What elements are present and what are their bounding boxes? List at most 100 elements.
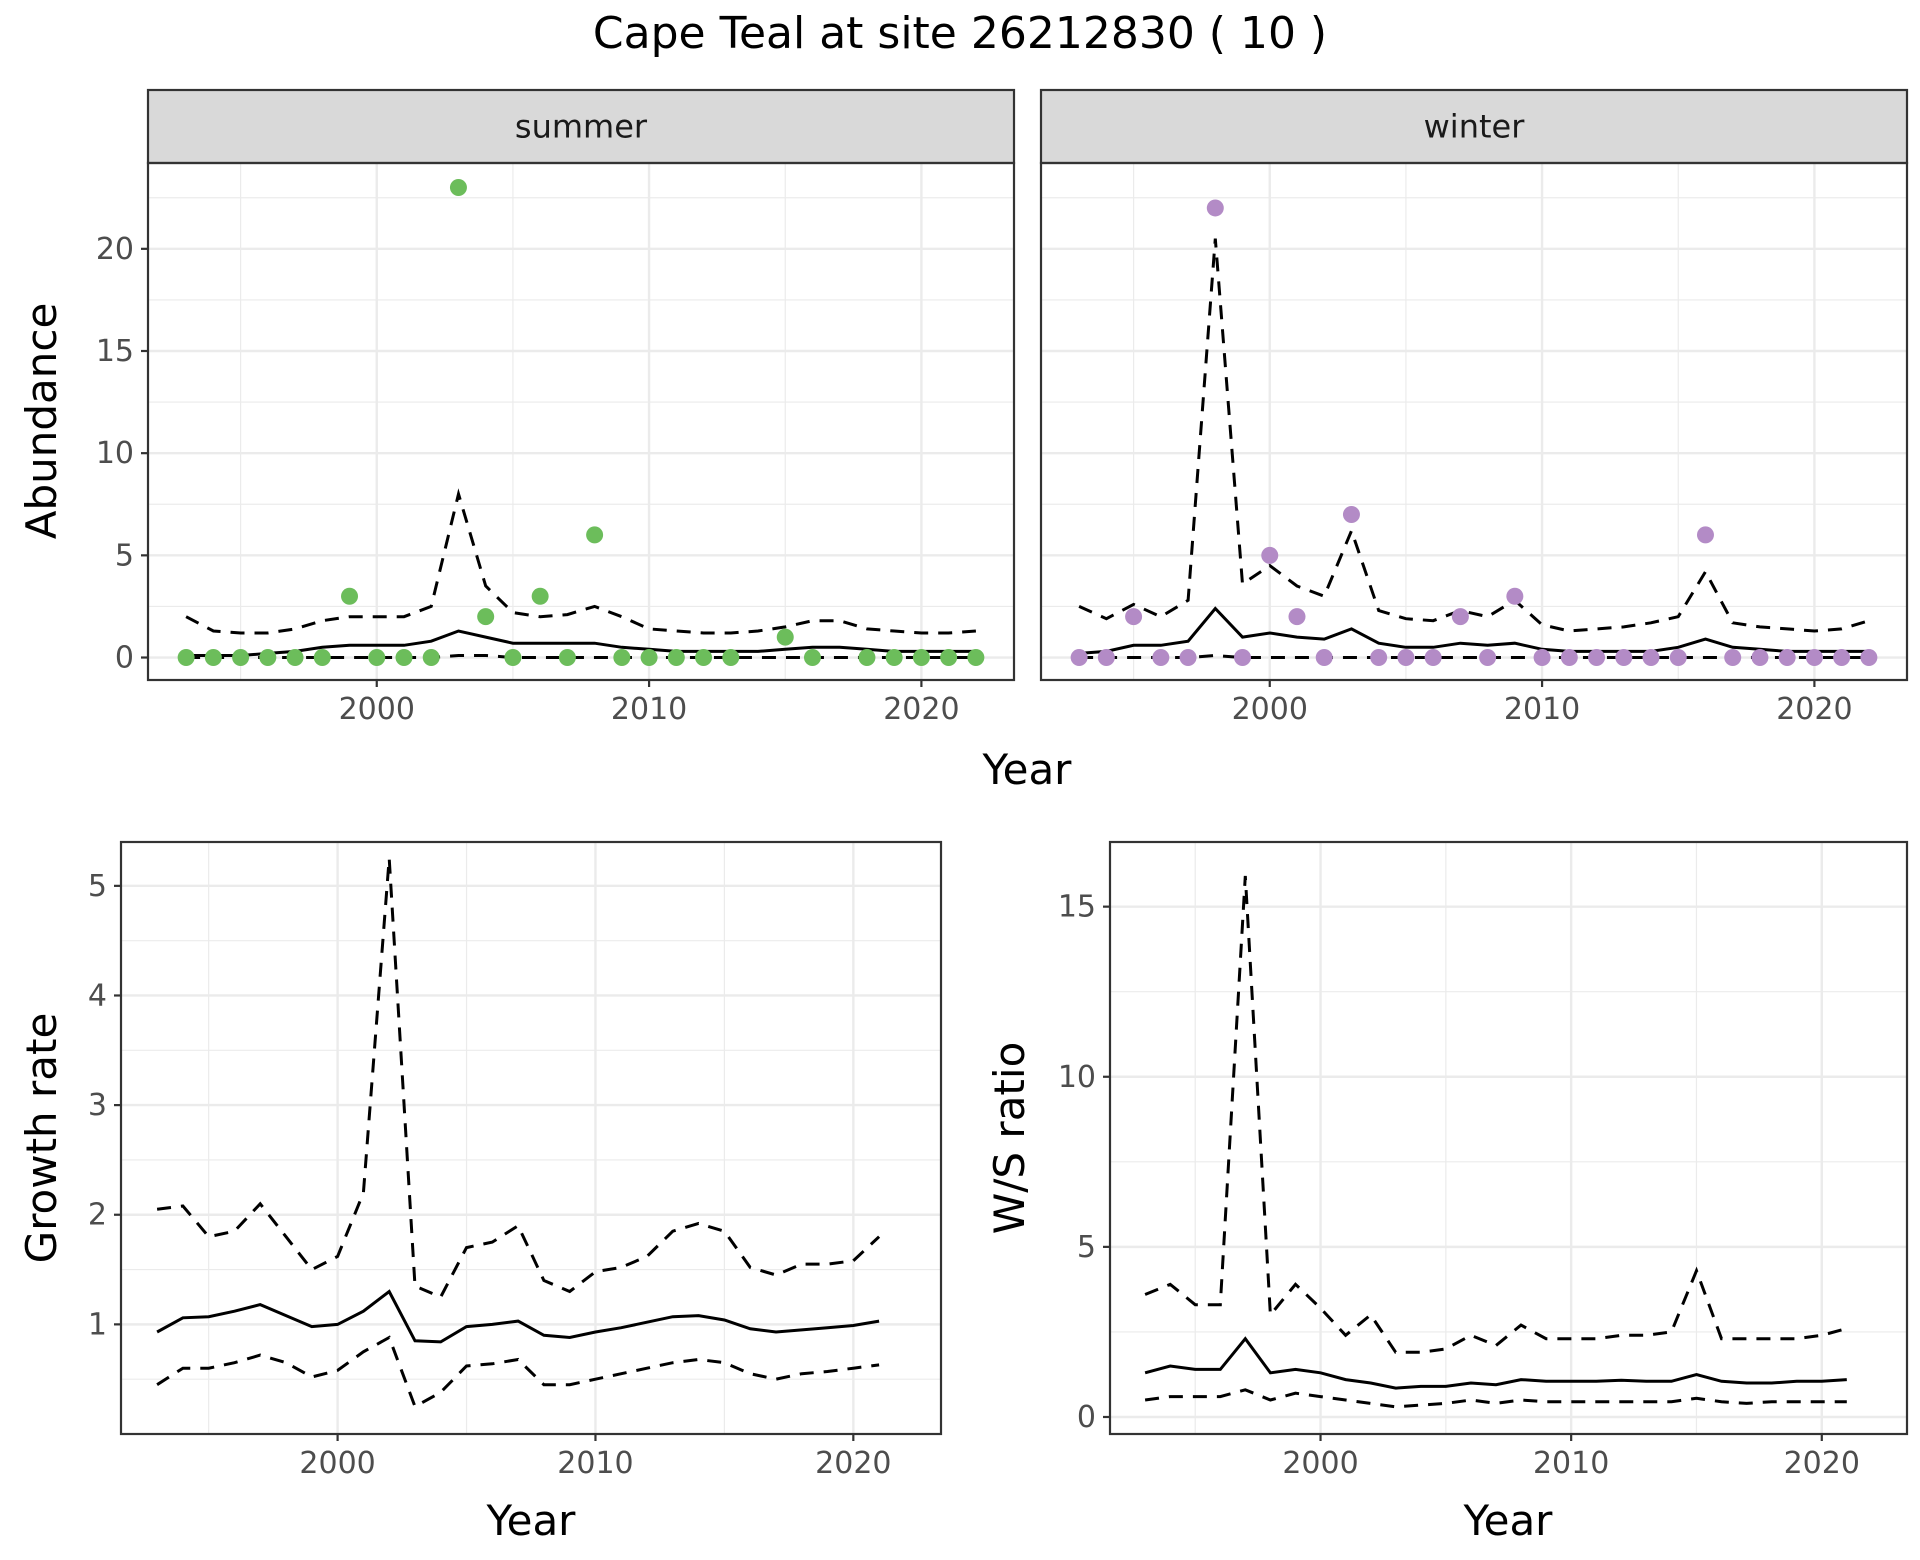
abundance-y-axis-title: Abundance — [17, 303, 66, 540]
abundance-summer-panel-border — [146, 161, 1016, 682]
abundance-summer-observation-point — [341, 587, 359, 605]
abundance-summer-observation-point — [885, 649, 903, 667]
growth-y-tick-label: 1 — [88, 1307, 107, 1342]
chart-title: Cape Teal at site 26212830 ( 10 ) — [593, 8, 1327, 59]
abundance-summer-observation-point — [586, 526, 604, 544]
abundance-winter-observation-point — [1805, 649, 1823, 667]
abundance-summer-observation-point — [395, 649, 413, 667]
abundance-summer-x-tick-label: 2000 — [339, 692, 415, 727]
abundance-winter-observation-point — [1588, 649, 1606, 667]
abundance-winter-observation-point — [1288, 608, 1306, 626]
abundance-winter-observation-point — [1451, 608, 1469, 626]
abundance-summer-estimate-line — [186, 629, 976, 657]
abundance-winter-observation-point — [1860, 649, 1878, 667]
abundance-summer-observation-point — [776, 628, 794, 646]
growth-x-tick-label: 2020 — [815, 1446, 891, 1481]
abundance-winter-x-tick-label: 2010 — [1504, 692, 1580, 727]
abundance-summer-y-tick-label: 5 — [115, 538, 134, 573]
abundance-summer-observation-point — [177, 649, 195, 667]
abundance-summer-observation-point — [449, 179, 467, 197]
abundance-summer-observation-point — [803, 649, 821, 667]
abundance-winter-observation-point — [1234, 649, 1252, 667]
abundance-winter-observation-point — [1479, 649, 1497, 667]
ratio-x-axis-title: Year — [1463, 1496, 1554, 1545]
abundance-summer-y-tick-label: 20 — [96, 232, 134, 267]
abundance-summer-observation-point — [422, 649, 440, 667]
abundance-summer-observation-point — [558, 649, 576, 667]
abundance-summer-observation-point — [368, 649, 386, 667]
abundance-winter-observation-point — [1315, 649, 1333, 667]
abundance-winter-observation-point — [1560, 649, 1578, 667]
ratio-y-tick-label: 10 — [1058, 1060, 1096, 1095]
ratio-y-tick-label: 0 — [1077, 1400, 1096, 1435]
ratio-y-tick-label: 15 — [1058, 890, 1096, 925]
abundance-winter-observation-point — [1696, 526, 1714, 544]
abundance-summer-observation-point — [477, 608, 495, 626]
growth-y-tick-label: 5 — [88, 869, 107, 904]
ratio-panel-border — [1108, 840, 1909, 1436]
abundance-winter-estimate-line — [1078, 606, 1869, 655]
abundance-winter-observation-point — [1424, 649, 1442, 667]
abundance-summer-observation-point — [286, 649, 304, 667]
abundance-winter-observation-point — [1669, 649, 1687, 667]
abundance-winter-observation-point — [1179, 649, 1197, 667]
growth-y-tick-label: 4 — [88, 978, 107, 1013]
abundance-summer-observation-point — [695, 649, 713, 667]
abundance-winter-observation-point — [1533, 649, 1551, 667]
abundance-winter-upper-bound-line — [1078, 238, 1870, 633]
abundance-winter-x-tick-label: 2020 — [1776, 692, 1852, 727]
abundance-winter-strip — [1039, 88, 1909, 165]
abundance-winter-observation-point — [1125, 608, 1143, 626]
growth-x-tick-label: 2010 — [557, 1446, 633, 1481]
abundance-winter-observation-point — [1261, 546, 1279, 564]
abundance-winter-strip-label: winter — [1424, 108, 1526, 146]
ratio-y-axis-title: W/S ratio — [985, 1042, 1034, 1235]
growth-x-tick-label: 2000 — [299, 1446, 375, 1481]
growth-y-tick-label: 2 — [88, 1198, 107, 1233]
abundance-winter-observation-point — [1724, 649, 1742, 667]
abundance-summer-x-tick-label: 2010 — [611, 692, 687, 727]
abundance-summer-strip — [146, 88, 1016, 165]
abundance-summer-strip-label: summer — [515, 108, 648, 146]
ratio-x-tick-label: 2020 — [1784, 1446, 1860, 1481]
abundance-summer-observation-point — [667, 649, 685, 667]
growth-y-axis-title: Growth rate — [17, 1013, 66, 1264]
growth-upper-bound-line — [156, 858, 881, 1299]
abundance-summer-observation-point — [613, 649, 631, 667]
growth-estimate-line — [156, 1289, 880, 1344]
abundance-summer-y-tick-label: 0 — [115, 641, 134, 676]
ratio-y-tick-label: 5 — [1077, 1230, 1096, 1265]
abundance-winter-observation-point — [1642, 649, 1660, 667]
abundance-summer-observation-point — [940, 649, 958, 667]
abundance-winter-observation-point — [1342, 505, 1360, 523]
abundance-winter-observation-point — [1833, 649, 1851, 667]
abundance-summer-observation-point — [858, 649, 876, 667]
ratio-x-tick-label: 2000 — [1282, 1446, 1358, 1481]
abundance-winter-observation-point — [1370, 649, 1388, 667]
abundance-winter-observation-point — [1506, 587, 1524, 605]
growth-panel-border — [119, 840, 943, 1436]
ratio-estimate-line — [1144, 1336, 1847, 1390]
abundance-summer-observation-point — [232, 649, 250, 667]
abundance-winter-observation-point — [1397, 649, 1415, 667]
frame-layer — [114, 161, 1909, 1441]
abundance-summer-observation-point — [313, 649, 331, 667]
abundance-x-axis-title: Year — [982, 745, 1073, 794]
abundance-summer-y-tick-label: 10 — [96, 436, 134, 471]
abundance-winter-observation-point — [1751, 649, 1769, 667]
data-layer — [156, 179, 1878, 1409]
growth-lower-bound-line — [156, 1335, 880, 1409]
abundance-summer-observation-point — [204, 649, 222, 667]
growth-y-tick-label: 3 — [88, 1088, 107, 1123]
abundance-summer-observation-point — [912, 649, 930, 667]
growth-x-axis-title: Year — [486, 1496, 577, 1545]
abundance-summer-x-tick-label: 2020 — [883, 692, 959, 727]
abundance-summer-observation-point — [531, 587, 549, 605]
strip-layer — [146, 88, 1909, 165]
abundance-summer-y-tick-label: 15 — [96, 334, 134, 369]
abundance-summer-observation-point — [504, 649, 522, 667]
abundance-winter-panel-border — [1039, 161, 1909, 682]
